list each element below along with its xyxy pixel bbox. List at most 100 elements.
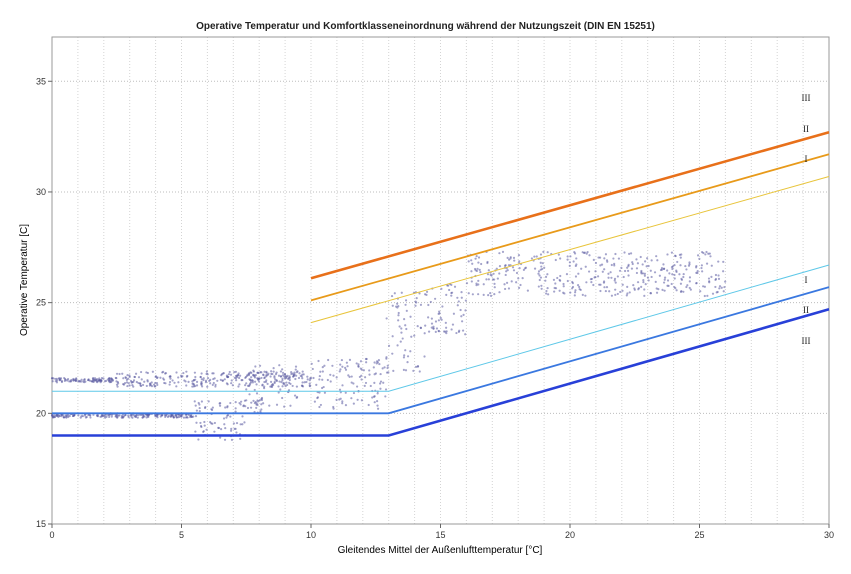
scatter-point bbox=[125, 381, 129, 384]
scatter-point bbox=[512, 256, 516, 259]
scatter-point bbox=[702, 285, 705, 288]
scatter-point bbox=[513, 259, 516, 262]
scatter-point bbox=[662, 267, 666, 270]
scatter-point bbox=[464, 333, 467, 336]
scatter-point bbox=[666, 253, 669, 256]
scatter-point bbox=[239, 423, 242, 426]
scatter-point bbox=[379, 380, 383, 383]
scatter-point bbox=[404, 369, 408, 372]
scatter-point bbox=[635, 267, 639, 270]
scatter-point bbox=[198, 406, 201, 410]
scatter-point bbox=[234, 370, 237, 373]
scatter-point bbox=[680, 278, 684, 281]
scatter-point bbox=[445, 330, 448, 333]
scatter-point bbox=[575, 263, 578, 266]
scatter-point bbox=[289, 404, 292, 407]
scatter-point bbox=[197, 401, 200, 405]
scatter-point bbox=[644, 260, 647, 263]
scatter-point bbox=[439, 316, 442, 319]
scatter-point bbox=[467, 292, 470, 295]
scatter-point bbox=[391, 304, 394, 307]
scatter-point bbox=[687, 264, 691, 267]
scatter-point bbox=[674, 254, 677, 257]
scatter-point bbox=[662, 281, 666, 284]
scatter-point bbox=[197, 438, 200, 441]
scatter-point bbox=[210, 422, 213, 425]
scatter-point bbox=[96, 378, 99, 381]
scatter-point bbox=[673, 273, 676, 277]
scatter-point bbox=[341, 384, 344, 387]
scatter-point bbox=[260, 408, 263, 411]
scatter-point bbox=[172, 415, 175, 419]
scatter-point bbox=[526, 289, 529, 292]
scatter-point bbox=[434, 297, 437, 300]
scatter-point bbox=[413, 334, 416, 337]
scatter-point bbox=[173, 381, 176, 384]
scatter-point bbox=[248, 378, 251, 381]
scatter-point bbox=[474, 257, 477, 260]
scatter-point bbox=[590, 281, 593, 284]
scatter-point bbox=[404, 349, 407, 352]
scatter-point bbox=[151, 370, 154, 373]
scatter-point bbox=[493, 292, 496, 296]
scatter-point bbox=[676, 260, 679, 264]
scatter-point bbox=[184, 380, 187, 383]
scatter-point bbox=[558, 289, 561, 292]
scatter-point bbox=[522, 268, 526, 271]
scatter-point bbox=[387, 371, 390, 374]
scatter-point bbox=[627, 274, 630, 277]
scatter-point bbox=[613, 262, 616, 265]
scatter-point bbox=[671, 267, 674, 271]
scatter-point bbox=[621, 283, 624, 286]
scatter-point bbox=[475, 269, 479, 273]
scatter-point bbox=[714, 273, 718, 277]
scatter-point bbox=[203, 406, 207, 410]
scatter-point bbox=[495, 267, 498, 270]
scatter-point bbox=[451, 323, 455, 326]
scatter-point bbox=[360, 378, 363, 381]
scatter-point bbox=[391, 352, 394, 355]
scatter-point bbox=[470, 280, 473, 283]
scatter-point bbox=[660, 268, 664, 271]
scatter-point bbox=[373, 395, 376, 398]
scatter-point bbox=[379, 382, 382, 385]
scatter-point bbox=[507, 264, 511, 267]
scatter-point bbox=[365, 357, 368, 361]
scatter-point bbox=[475, 282, 478, 285]
scatter-point bbox=[646, 257, 649, 260]
scatter-point bbox=[265, 374, 268, 377]
scatter-point bbox=[679, 256, 682, 259]
scatter-point bbox=[200, 378, 203, 381]
scatter-point bbox=[230, 379, 233, 382]
scatter-point bbox=[286, 374, 289, 377]
scatter-point bbox=[209, 378, 212, 382]
scatter-point bbox=[327, 358, 330, 362]
scatter-point bbox=[168, 383, 171, 386]
scatter-point bbox=[573, 251, 576, 254]
x-tick-label: 0 bbox=[49, 530, 54, 540]
scatter-point bbox=[517, 286, 521, 289]
scatter-point bbox=[552, 278, 556, 281]
scatter-point bbox=[150, 381, 153, 384]
scatter-point bbox=[312, 376, 315, 380]
scatter-point bbox=[51, 380, 54, 383]
scatter-point bbox=[159, 415, 162, 418]
scatter-point bbox=[397, 311, 400, 315]
scatter-point bbox=[574, 291, 577, 294]
scatter-point bbox=[365, 361, 368, 364]
scatter-point bbox=[486, 273, 490, 276]
scatter-point bbox=[423, 355, 426, 358]
scatter-point bbox=[571, 285, 575, 289]
scatter-point bbox=[385, 317, 388, 320]
scatter-point bbox=[374, 372, 378, 375]
scatter-point bbox=[631, 261, 634, 264]
scatter-point bbox=[294, 365, 298, 368]
scatter-point bbox=[239, 437, 242, 440]
scatter-point bbox=[554, 282, 557, 285]
scatter-point bbox=[610, 263, 613, 267]
scatter-point bbox=[577, 272, 580, 275]
scatter-point bbox=[204, 379, 208, 382]
scatter-point bbox=[92, 413, 95, 416]
scatter-point bbox=[195, 421, 198, 424]
